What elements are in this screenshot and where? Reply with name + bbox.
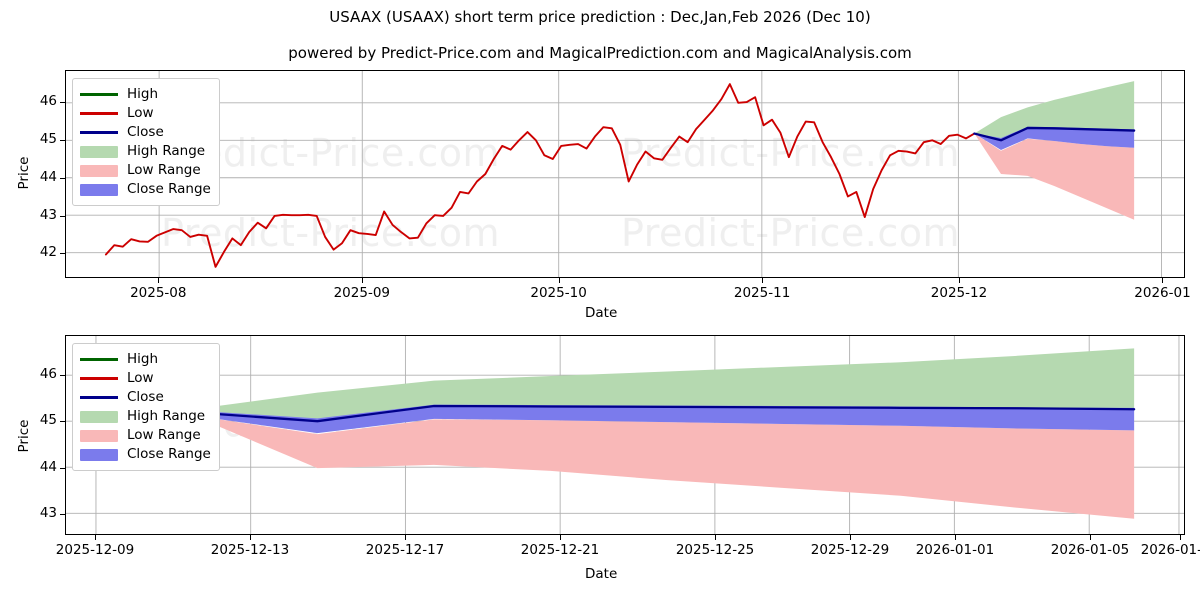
legend-item-close-range: Close Range [80,180,211,199]
legend-item-low-range: Low Range [80,426,211,445]
legend-patch-swatch-icon [80,429,118,443]
x-tick-label: 2025-12-13 [210,542,290,558]
y-tick-mark [60,215,65,217]
legend-item-label: High [127,86,159,102]
x-tick-mark [95,535,97,540]
x-tick-mark [958,278,960,283]
x-tick-label: 2026-01 [1134,285,1191,301]
legend-patch-swatch-icon [80,183,118,197]
legend-item-high: High [80,350,211,369]
legend-item-label: Close [127,124,164,140]
legend-item-label: Low Range [127,162,201,178]
y-tick-label: 43 [39,206,57,223]
x-tick-mark [762,278,764,283]
y-tick-label: 46 [39,93,57,110]
y-tick-mark [60,253,65,255]
legend-line-swatch-icon [80,107,118,121]
x-tick-mark [250,535,252,540]
legend-item-close: Close [80,123,211,142]
x-tick-label: 2025-10 [530,285,587,301]
overview-chart-plot-area: Predict-Price.com Predict-Price.com Predic… [65,70,1185,278]
y-tick-mark [60,139,65,141]
y-tick-label: 46 [39,365,57,382]
detail-chart-canvas [66,336,1184,534]
x-tick-label: 2025-12-25 [675,542,755,558]
page-title: USAAX (USAAX) short term price predictio… [329,8,871,26]
page-subtitle: powered by Predict-Price.com and Magical… [288,44,912,62]
x-tick-label: 2025-08 [130,285,187,301]
y-tick-mark [60,177,65,179]
x-tick-mark [158,278,160,283]
x-tick-mark [1162,278,1164,283]
x-tick-label: 2025-12-09 [55,542,135,558]
legend-item-label: Close [127,389,164,405]
detail-chart-legend: High Low Close High Range Low Range Close Ran… [72,343,220,471]
x-tick-mark [558,278,560,283]
legend-line-swatch-icon [80,391,118,405]
legend-item-label: High Range [127,408,206,424]
x-tick-label: 2025-11 [733,285,791,301]
legend-item-close: Close [80,388,211,407]
overview-chart-canvas [66,71,1184,277]
y-tick-mark [60,421,65,423]
y-tick-mark [60,374,65,376]
legend-item-low: Low [80,104,211,123]
legend-line-swatch-icon [80,353,118,367]
x-tick-label: 2026-01-01 [915,542,995,558]
x-tick-mark [850,535,851,540]
x-tick-mark [361,278,363,283]
legend-item-label: High Range [127,143,206,159]
legend-item-high-range: High Range [80,142,211,161]
x-tick-label: 2026-01-05 [1050,542,1130,558]
legend-item-label: Low [127,105,154,121]
x-tick-label: 2025-12 [930,285,988,301]
legend-patch-swatch-icon [80,145,118,159]
legend-patch-swatch-icon [80,164,118,178]
legend-patch-swatch-icon [80,410,118,424]
detail-x-axis-label: Date [585,566,618,582]
x-tick-mark [954,535,956,540]
x-tick-mark [1090,535,1092,540]
legend-line-swatch-icon [80,126,118,140]
y-tick-label: 45 [39,412,57,429]
y-tick-mark [60,467,65,469]
x-tick-mark [560,535,562,540]
x-tick-mark [1179,535,1181,540]
legend-item-label: Low [127,370,154,386]
y-tick-label: 45 [39,130,57,147]
y-tick-label: 43 [39,505,57,522]
legend-line-swatch-icon [80,372,118,386]
y-tick-label: 44 [39,458,57,475]
legend-item-label: High [127,351,159,367]
x-tick-mark [715,535,717,540]
y-tick-mark [60,102,65,104]
y-tick-label: 44 [39,168,57,185]
overview-x-axis-label: Date [585,305,618,321]
x-tick-label: 2025-12-29 [810,542,890,558]
legend-item-label: Low Range [127,427,201,443]
x-tick-label: 2025-12-17 [365,542,445,558]
detail-y-axis-label: Price [16,419,32,453]
legend-item-close-range: Close Range [80,445,211,464]
x-tick-label: 2025-09 [333,285,390,301]
legend-patch-swatch-icon [80,448,118,462]
y-tick-label: 42 [39,244,57,261]
legend-item-high-range: High Range [80,407,211,426]
overview-y-axis-label: Price [16,156,32,190]
overview-chart-legend: High Low Close High Range Low Range Close Ran… [72,78,220,206]
legend-item-low-range: Low Range [80,161,211,180]
x-tick-mark [405,535,407,540]
legend-line-swatch-icon [80,88,118,102]
legend-item-label: Close Range [127,181,211,197]
x-tick-label: 2025-12-21 [520,542,600,558]
legend-item-high: High [80,85,211,104]
x-tick-label: 2026-01-09 [1140,542,1200,558]
legend-item-low: Low [80,369,211,388]
y-tick-mark [60,514,65,516]
legend-item-label: Close Range [127,446,211,462]
